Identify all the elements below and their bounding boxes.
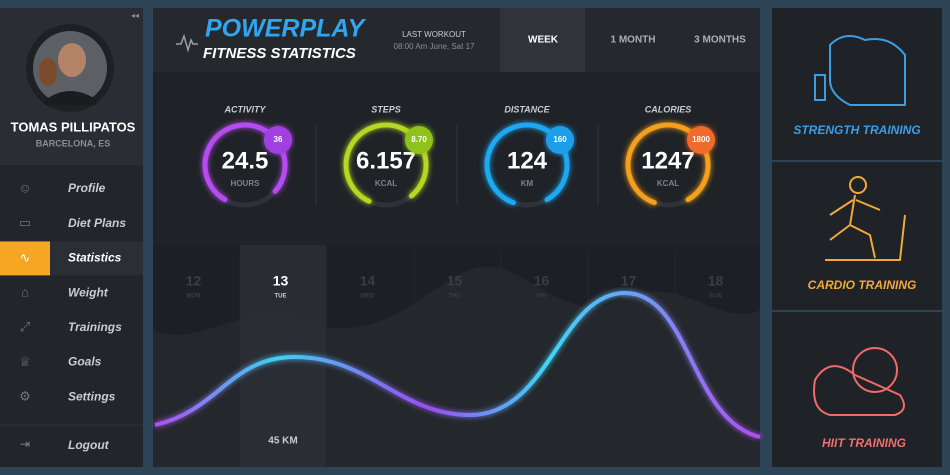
menu-item[interactable]: Goals (68, 355, 102, 369)
day-date[interactable]: 18 (708, 273, 724, 289)
day-name: WED (361, 294, 376, 300)
goal-value: 1800 (692, 135, 710, 144)
stat-label: CALORIES (645, 104, 692, 114)
goal-badge (264, 126, 292, 154)
menu-icon: ⤢ (20, 319, 30, 334)
stat-value: 1247 (641, 147, 694, 174)
ring-progress (625, 122, 711, 208)
menu-item[interactable]: Diet Plans (68, 216, 126, 230)
stat-value: 124 (507, 147, 548, 174)
menu-item[interactable]: Weight (68, 285, 109, 299)
divider (772, 310, 942, 312)
avatar-shirt (45, 91, 97, 105)
stat-label: STEPS (371, 104, 401, 114)
avatar-face (58, 43, 86, 77)
training-title[interactable]: STRENGTH TRAINING (793, 123, 920, 137)
tab[interactable]: WEEK (528, 35, 559, 46)
menu-icon: ⌂ (21, 285, 29, 300)
avatar-ball (39, 58, 57, 86)
goal-value: 160 (553, 135, 567, 144)
training-title[interactable]: HIIT TRAINING (822, 436, 906, 450)
cardio-icon (849, 176, 867, 194)
day-date[interactable]: 12 (186, 273, 202, 289)
tab[interactable]: 3 MONTHS (694, 35, 746, 46)
day-date[interactable]: 14 (360, 273, 376, 289)
stat-unit: HOURS (231, 179, 261, 188)
strength-icon (829, 35, 906, 106)
day-name: SAT (623, 294, 635, 300)
menu-item[interactable]: Statistics (68, 251, 122, 265)
ring-progress (484, 122, 570, 208)
activity-wave (154, 290, 761, 439)
stat-label: DISTANCE (504, 104, 550, 114)
day-name: SUN (709, 294, 722, 300)
last-workout-label: LAST WORKOUT (402, 30, 466, 39)
goal-value: 8.70 (411, 135, 427, 144)
menu-icon: ⚙ (19, 389, 31, 404)
menu-item[interactable]: Profile (68, 181, 106, 195)
training-icons (813, 35, 906, 416)
hiit-icon (852, 347, 898, 393)
stat-label: ACTIVITY (223, 104, 266, 114)
day-name: MON (187, 294, 201, 300)
strength-icon (814, 74, 826, 101)
training-title[interactable]: CARDIO TRAINING (808, 278, 917, 292)
day-name: TUE (275, 294, 287, 300)
app-subtitle: FITNESS STATISTICS (203, 45, 356, 62)
menu-item[interactable]: Trainings (68, 320, 122, 334)
cardio-icon (825, 194, 906, 261)
active-tab-bg (500, 8, 585, 72)
profile-name: TOMAS PILLIPATOS (11, 119, 136, 134)
logout-icon: ⇥ (20, 437, 30, 451)
selected-day-distance: 45 KM (268, 436, 297, 447)
last-workout: 08:00 Am June, Sat 17 (394, 42, 475, 51)
collapse-icon[interactable]: ◂◂ (131, 11, 139, 20)
goal-badge (405, 126, 433, 154)
stat-value: 24.5 (222, 147, 269, 174)
divider (772, 160, 942, 162)
goal-badge (687, 126, 715, 154)
goal-badge (546, 126, 574, 154)
tab[interactable]: 1 MONTH (611, 35, 656, 46)
day-date[interactable]: 13 (273, 273, 289, 289)
menu: ☺ Profile ▭ Diet Plans ∿ Statistics ⌂ Weight ⤢ Tr… (0, 180, 143, 404)
stat-unit: KM (521, 179, 534, 188)
stats: ACTIVITY 24.5 HOURS 36 STEPS 6.157 KCAL 8.70 DIS… (202, 104, 715, 208)
day-date[interactable]: 16 (534, 273, 550, 289)
day-name: THU (448, 294, 460, 300)
menu-icon: ☺ (18, 180, 31, 195)
menu-icon: ♕ (19, 354, 31, 369)
day-date[interactable]: 15 (447, 273, 463, 289)
hiit-icon (813, 365, 905, 416)
menu-active-icon-bg (0, 241, 50, 276)
days: 12 MON 13 TUE 14 WED 15 THU 16 FRI 17 SAT 18 SUN (186, 250, 724, 467)
goal-value: 36 (274, 135, 283, 144)
stat-unit: KCAL (375, 179, 397, 188)
tabs: WEEK 1 MONTH 3 MONTHS (528, 35, 746, 46)
menu-item[interactable]: Settings (68, 389, 116, 403)
menu-icon: ∿ (20, 250, 31, 265)
day-date[interactable]: 17 (621, 273, 637, 289)
header (153, 8, 760, 72)
app-title: POWERPLAY (205, 15, 367, 43)
pulse-icon (176, 33, 198, 53)
stat-value: 6.157 (356, 147, 416, 174)
profile-location: BARCELONA, ES (36, 138, 111, 148)
ring-progress (202, 122, 288, 208)
stat-unit: KCAL (657, 179, 679, 188)
logout[interactable]: Logout (68, 438, 110, 452)
ring-progress (343, 122, 429, 208)
training-panel (772, 8, 942, 467)
day-name: FRI (537, 294, 547, 300)
menu-icon: ▭ (19, 215, 31, 230)
